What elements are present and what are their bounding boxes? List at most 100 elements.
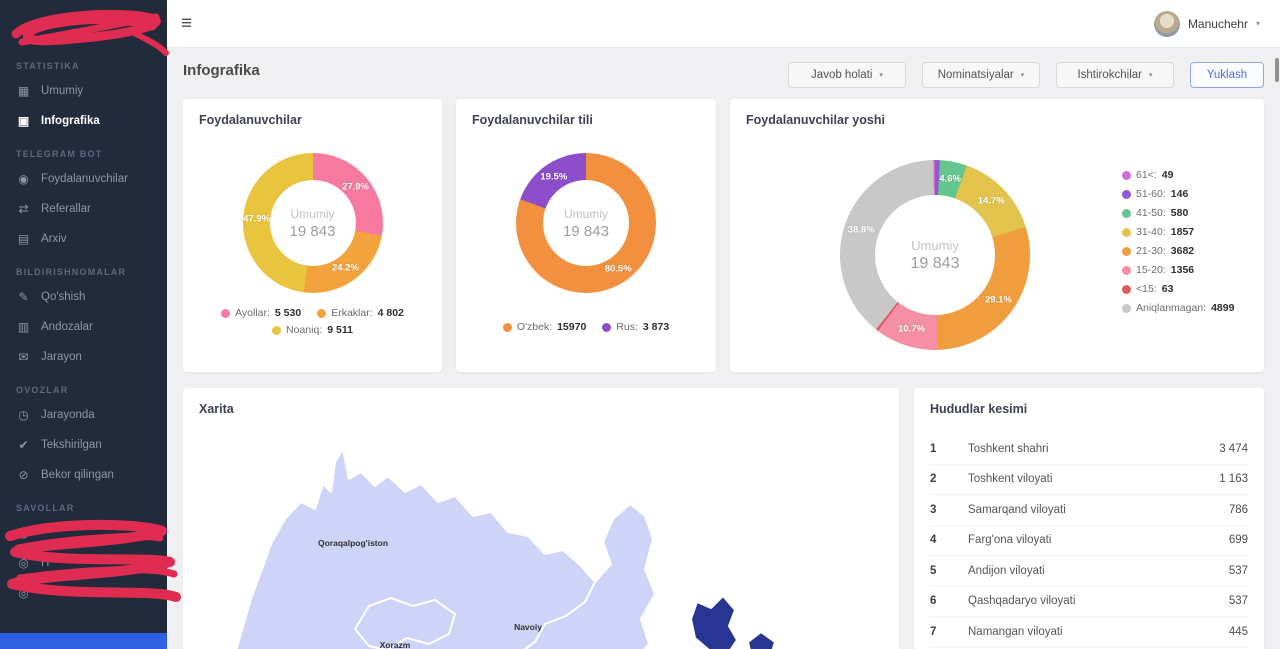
sidebar-item-andozalar[interactable]: ▥ Andozalar: [0, 312, 167, 342]
clock-icon: ◷: [18, 408, 29, 422]
section-label-savollar: SAVOLLAR: [16, 503, 75, 513]
sidebar-item-redacted-3[interactable]: ◎: [0, 578, 167, 608]
table-row: 2 Toshkent viloyati 1 163: [930, 465, 1248, 495]
legend-label: Aniqlanmagan:: [1136, 302, 1207, 314]
check-icon: ✔: [18, 438, 29, 452]
map-region-selected[interactable]: [690, 595, 738, 649]
row-value: 445: [1228, 625, 1248, 638]
row-value: 1 163: [1219, 473, 1248, 486]
table-row: 7 Namangan viloyati 445: [930, 617, 1248, 648]
sidebar-item-umumiy[interactable]: ▦ Umumiy: [0, 76, 167, 106]
donut-percent-label: 47.9%: [243, 213, 271, 225]
legend-dot: [1122, 227, 1131, 237]
link-icon: ⇄: [18, 202, 29, 216]
legend-dot: [502, 322, 512, 332]
sidebar-item-label: Bekor qilingan: [41, 469, 114, 481]
sidebar: STATISTIKA ▦ Umumiy ▣ Infografika TELEGR…: [0, 0, 181, 649]
menu-toggle-button[interactable]: ≡: [181, 13, 193, 34]
legend-value: 4 802: [377, 307, 404, 319]
legend-value: 1356: [1170, 264, 1195, 276]
pencil-icon: ✎: [18, 290, 29, 304]
sidebar-item-label: Arxiv: [41, 233, 67, 245]
grid-icon: ▦: [17, 84, 30, 98]
filter-javob-holati[interactable]: Javob holati ▾: [788, 62, 906, 88]
map-region-selected-small[interactable]: [747, 631, 776, 649]
download-button[interactable]: Yuklash: [1190, 62, 1264, 88]
donut-center: Umumiy 19 843: [269, 180, 356, 266]
sidebar-item-infografika[interactable]: ▣ Infografika: [0, 106, 167, 136]
map-label-navoiy: Navoiy: [514, 622, 542, 632]
sidebar-item-label: Andozalar: [41, 321, 93, 333]
sidebar-item-qoshish[interactable]: ✎ Qo'shish: [0, 282, 167, 312]
card-language: Foydalanuvchilar tili Umumiy 19 843 80.5…: [456, 99, 716, 372]
row-name: Toshkent viloyati: [968, 473, 1053, 486]
circle-icon: ◎: [18, 586, 29, 600]
scrollbar-thumb[interactable]: [1275, 58, 1279, 82]
map-region-navoiy[interactable]: [493, 503, 656, 649]
legend-value: 3682: [1170, 245, 1195, 257]
donut-center-label: Umumiy: [911, 237, 959, 253]
row-rank: 6: [930, 595, 937, 608]
sidebar-item-foydalanuvchilar[interactable]: ◉ Foydalanuvchilar: [0, 164, 167, 194]
sidebar-item-jarayonda[interactable]: ◷ Jarayonda: [0, 400, 167, 430]
map-label-qoraqalpogiston: Qoraqalpog'iston: [318, 538, 388, 548]
sidebar-item-tekshirilgan[interactable]: ✔ Tekshirilgan: [0, 430, 167, 460]
template-icon: ▥: [17, 320, 30, 334]
legend-dot: [1122, 284, 1131, 294]
language-legend: O'zbek: 15970 Rus: 3 873: [456, 321, 716, 333]
circle-icon: ◎: [18, 526, 29, 540]
map-label-xorazm: Xorazm: [380, 640, 411, 649]
filter-ishtirokchilar[interactable]: Ishtirokchilar ▾: [1056, 62, 1174, 88]
language-donut-chart: Umumiy 19 843 80.5% 19.5%: [516, 153, 656, 293]
legend-label: Noaniq:: [286, 324, 323, 336]
chevron-down-icon: ▾: [1255, 19, 1260, 28]
sidebar-item-label: Infografika: [41, 115, 100, 127]
donut-percent-label: 14.7%: [977, 195, 1005, 207]
map-region-xorazm[interactable]: [354, 597, 456, 649]
legend-item: 41-50: 580: [1122, 207, 1234, 219]
legend-dot: [1122, 208, 1131, 218]
logo-area: [0, 0, 169, 56]
sidebar-item-arxiv[interactable]: ▤ Arxiv: [0, 224, 167, 254]
legend-item: Ayollar: 5 530: [221, 307, 301, 319]
legend-value: 9 511: [327, 324, 353, 336]
row-value: 3 474: [1219, 442, 1248, 455]
donut-center-value: 19 843: [289, 222, 336, 240]
legend-label: 51-60:: [1136, 188, 1166, 200]
legend-value: 4899: [1211, 302, 1235, 314]
legend-item: O'zbek: 15970: [502, 321, 586, 333]
filter-label: Javob holati: [811, 69, 873, 81]
legend-item: 51-60: 146: [1122, 188, 1234, 200]
sidebar-item-redacted-2[interactable]: ◎ H: [0, 548, 167, 578]
sidebar-item-referallar[interactable]: ⇄ Referallar: [0, 194, 167, 224]
sidebar-item-jarayon[interactable]: ✉ Jarayon: [0, 342, 167, 372]
sidebar-item-label: Jarayon: [41, 351, 82, 363]
sidebar-item-label: Foydalanuvchilar: [41, 173, 128, 185]
legend-item: 61<: 49: [1122, 169, 1234, 181]
envelope-icon: ✉: [18, 350, 29, 364]
topbar: ≡ Manuchehr ▾: [167, 0, 1280, 48]
sidebar-item-label: Tekshirilgan: [41, 439, 102, 451]
donut-percent-label: 4.6%: [939, 173, 961, 185]
legend-dot: [317, 308, 327, 318]
legend-row: O'zbek: 15970 Rus: 3 873: [502, 321, 669, 333]
filter-nominatsiyalar[interactable]: Nominatsiyalar ▾: [922, 62, 1040, 88]
legend-label: <15:: [1136, 283, 1157, 295]
user-menu[interactable]: Manuchehr ▾: [1153, 10, 1260, 37]
card-users: Foydalanuvchilar Umumiy 19 843 27.9% 24.2…: [183, 99, 442, 372]
legend-dot: [272, 325, 282, 335]
chevron-down-icon: ▾: [879, 72, 883, 79]
donut-percent-label: 29.1%: [984, 294, 1012, 306]
legend-item: <15: 63: [1122, 283, 1234, 295]
legend-value: 63: [1161, 283, 1174, 295]
sidebar-item-redacted-1[interactable]: ◎: [0, 518, 167, 548]
section-label-telegram-bot: TELEGRAM BOT: [16, 149, 103, 159]
legend-item: Erkaklar: 4 802: [317, 307, 404, 319]
row-value: 786: [1228, 503, 1248, 516]
sidebar-item-bekor-qilingan[interactable]: ⊘ Bekor qilingan: [0, 460, 167, 490]
cancel-icon: ⊘: [18, 468, 29, 482]
legend-dot: [221, 308, 231, 318]
donut-percent-label: 24.2%: [331, 262, 359, 274]
legend-item: Noaniq: 9 511: [272, 324, 353, 336]
section-label-statistika: STATISTIKA: [16, 61, 80, 71]
